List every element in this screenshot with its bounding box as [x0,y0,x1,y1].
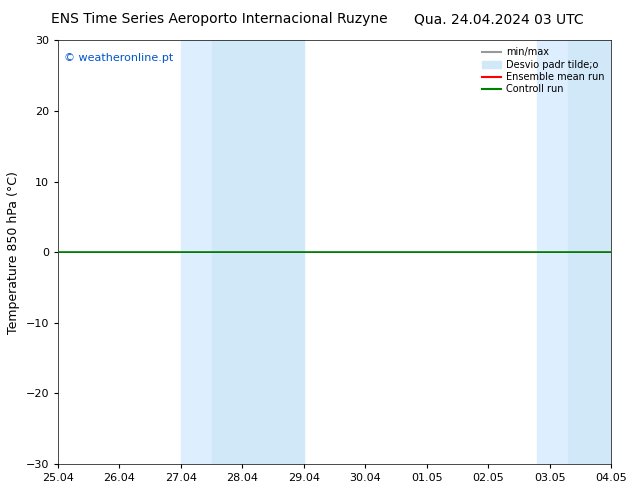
Legend: min/max, Desvio padr tilde;o, Ensemble mean run, Controll run: min/max, Desvio padr tilde;o, Ensemble m… [480,45,606,97]
Text: © weatheronline.pt: © weatheronline.pt [63,53,173,63]
Text: Qua. 24.04.2024 03 UTC: Qua. 24.04.2024 03 UTC [413,12,583,26]
Bar [568,40,634,464]
Bar [212,40,304,464]
Text: ENS Time Series Aeroporto Internacional Ruzyne: ENS Time Series Aeroporto Internacional … [51,12,387,26]
Bar [538,40,568,464]
Y-axis label: Temperature 850 hPa (°C): Temperature 850 hPa (°C) [7,171,20,334]
Bar [181,40,212,464]
